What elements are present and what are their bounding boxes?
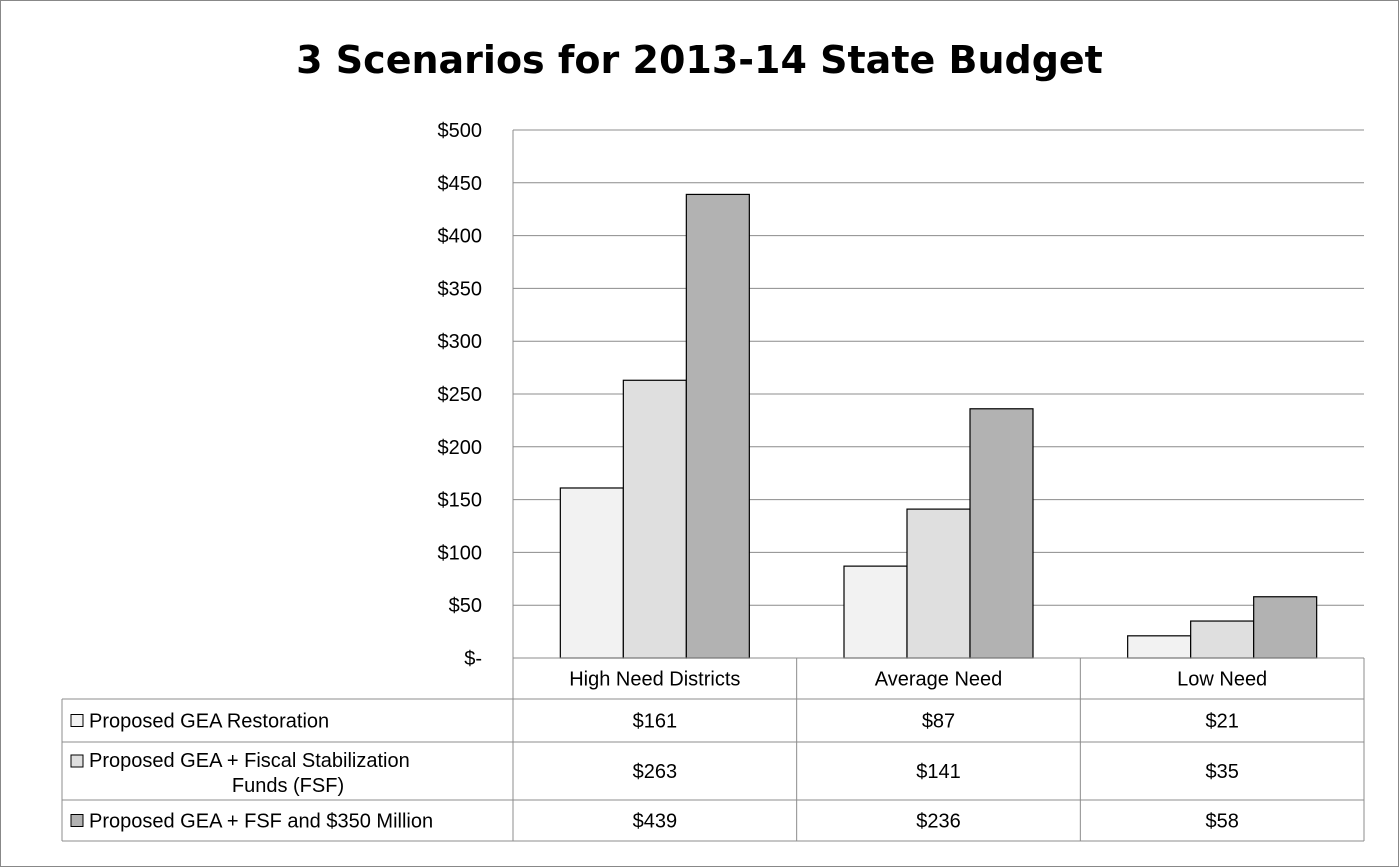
legend-key [70,714,84,727]
bar [685,193,750,659]
legend-key [70,814,84,827]
y-tick-label: $100 [438,542,483,564]
x-category-label: High Need Districts [569,669,740,691]
data-label: $161 [633,711,678,733]
legend-label: Proposed GEA + FSF and $350 Million [89,811,433,833]
bar [1127,635,1192,659]
data-label: $21 [1205,711,1238,733]
y-tick-label: $150 [438,490,483,512]
bar [843,565,908,659]
y-tick-label: $450 [438,173,483,195]
x-category-label: Low Need [1177,669,1267,691]
y-tick-label: $200 [438,437,483,459]
legend-label: Proposed GEA + Fiscal Stabilization [89,750,410,772]
data-label: $58 [1205,811,1238,833]
legend-key [70,754,84,768]
y-tick-label: $300 [438,331,483,353]
data-label: $263 [633,761,678,783]
y-tick-label: $400 [438,226,483,248]
y-axis-labels: $- $50 $100 $150 $200 $250 $300 $350 $400 $450 $50… [438,120,483,670]
bar [622,379,687,659]
bar [559,487,624,659]
legend-label: Proposed GEA Restoration [89,711,329,733]
y-tick-label: $350 [438,278,483,300]
data-label: $236 [916,811,961,833]
bar [906,508,971,659]
y-tick-label: $250 [438,384,483,406]
bars [559,193,1318,659]
data-label: $35 [1205,761,1238,783]
data-table: High Need Districts Average Need Low Need P… [61,657,1365,842]
data-label: $87 [922,711,955,733]
x-category-label: Average Need [875,669,1003,691]
y-tick-label: $- [464,648,482,670]
bar [1190,620,1255,659]
chart-title: 3 Scenarios for 2013-14 State Budget [296,38,1103,82]
data-label: $439 [633,811,678,833]
legend-label: Funds (FSF) [232,775,344,797]
y-tick-label: $500 [438,120,483,142]
bar [1253,596,1318,659]
data-label: $141 [916,761,961,783]
bar [969,408,1034,659]
y-tick-label: $50 [449,595,482,617]
